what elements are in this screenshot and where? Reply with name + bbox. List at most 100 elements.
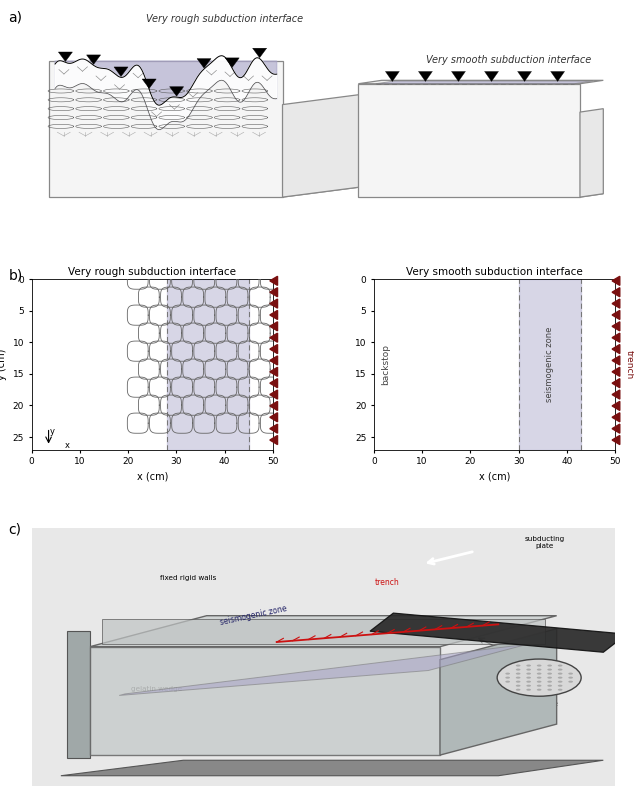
Circle shape bbox=[505, 676, 510, 679]
Polygon shape bbox=[612, 322, 620, 331]
Circle shape bbox=[526, 676, 531, 679]
Polygon shape bbox=[55, 56, 276, 129]
Text: Small scale
roughness: Small scale roughness bbox=[521, 701, 558, 715]
Polygon shape bbox=[376, 81, 593, 83]
Polygon shape bbox=[270, 368, 278, 376]
Text: y: y bbox=[50, 427, 55, 436]
Circle shape bbox=[547, 688, 552, 691]
Polygon shape bbox=[612, 379, 620, 387]
Text: c): c) bbox=[8, 522, 22, 537]
Polygon shape bbox=[612, 401, 620, 410]
Polygon shape bbox=[49, 61, 283, 197]
Text: trench: trench bbox=[375, 578, 400, 588]
Polygon shape bbox=[119, 644, 527, 696]
Polygon shape bbox=[67, 631, 90, 757]
Polygon shape bbox=[61, 760, 604, 776]
Circle shape bbox=[558, 688, 562, 691]
Polygon shape bbox=[440, 629, 557, 755]
Circle shape bbox=[497, 659, 581, 696]
Polygon shape bbox=[270, 299, 278, 308]
Circle shape bbox=[547, 669, 552, 671]
Polygon shape bbox=[101, 619, 545, 644]
Polygon shape bbox=[358, 194, 604, 197]
Text: seismogenic zone: seismogenic zone bbox=[219, 604, 288, 627]
Text: gelatin wedge: gelatin wedge bbox=[131, 685, 182, 692]
Text: b): b) bbox=[8, 269, 23, 283]
Text: fixed rigid walls: fixed rigid walls bbox=[160, 575, 216, 580]
Polygon shape bbox=[270, 276, 278, 285]
Polygon shape bbox=[283, 94, 364, 197]
Circle shape bbox=[568, 676, 573, 679]
Polygon shape bbox=[270, 390, 278, 399]
Polygon shape bbox=[55, 61, 276, 129]
Text: x: x bbox=[65, 441, 70, 450]
Polygon shape bbox=[612, 390, 620, 399]
Circle shape bbox=[537, 676, 541, 679]
Bar bbox=[167, 279, 249, 449]
Circle shape bbox=[526, 680, 531, 683]
Circle shape bbox=[516, 665, 521, 667]
Polygon shape bbox=[385, 71, 399, 82]
Circle shape bbox=[558, 676, 562, 679]
Polygon shape bbox=[612, 345, 620, 353]
Circle shape bbox=[516, 673, 521, 675]
Text: a): a) bbox=[8, 10, 22, 24]
Polygon shape bbox=[58, 52, 72, 61]
Text: Very rough subduction interface: Very rough subduction interface bbox=[146, 14, 303, 25]
Polygon shape bbox=[225, 58, 239, 67]
Polygon shape bbox=[87, 55, 101, 64]
Polygon shape bbox=[270, 401, 278, 410]
Polygon shape bbox=[612, 287, 620, 297]
Circle shape bbox=[516, 684, 521, 687]
Polygon shape bbox=[270, 322, 278, 331]
Polygon shape bbox=[270, 287, 278, 297]
Polygon shape bbox=[270, 379, 278, 387]
Polygon shape bbox=[612, 356, 620, 365]
Circle shape bbox=[558, 673, 562, 675]
Polygon shape bbox=[114, 67, 128, 76]
Title: Very smooth subduction interface: Very smooth subduction interface bbox=[406, 267, 583, 277]
Circle shape bbox=[526, 684, 531, 687]
Circle shape bbox=[526, 688, 531, 691]
X-axis label: x (cm): x (cm) bbox=[136, 472, 168, 482]
Polygon shape bbox=[270, 424, 278, 434]
Polygon shape bbox=[370, 613, 626, 652]
Polygon shape bbox=[612, 310, 620, 319]
Polygon shape bbox=[197, 59, 211, 68]
Text: trench: trench bbox=[625, 350, 634, 379]
Polygon shape bbox=[550, 71, 565, 82]
Polygon shape bbox=[270, 310, 278, 319]
Circle shape bbox=[547, 676, 552, 679]
Polygon shape bbox=[612, 368, 620, 376]
Text: subducting
plate: subducting plate bbox=[525, 536, 565, 549]
Polygon shape bbox=[517, 71, 531, 82]
Circle shape bbox=[526, 673, 531, 675]
Polygon shape bbox=[49, 187, 364, 197]
Polygon shape bbox=[612, 333, 620, 342]
Circle shape bbox=[568, 673, 573, 675]
Circle shape bbox=[526, 669, 531, 671]
Polygon shape bbox=[252, 48, 267, 58]
Polygon shape bbox=[612, 299, 620, 308]
Polygon shape bbox=[418, 71, 432, 82]
Circle shape bbox=[558, 669, 562, 671]
Bar bbox=[519, 279, 581, 449]
Circle shape bbox=[558, 680, 562, 683]
Text: Very smooth subduction interface: Very smooth subduction interface bbox=[427, 56, 592, 65]
Circle shape bbox=[547, 673, 552, 675]
Circle shape bbox=[537, 684, 541, 687]
Circle shape bbox=[505, 680, 510, 683]
Circle shape bbox=[505, 673, 510, 675]
Circle shape bbox=[516, 680, 521, 683]
Circle shape bbox=[547, 680, 552, 683]
Polygon shape bbox=[358, 80, 604, 83]
Circle shape bbox=[537, 669, 541, 671]
Polygon shape bbox=[358, 83, 580, 197]
Polygon shape bbox=[90, 646, 440, 755]
Polygon shape bbox=[270, 345, 278, 353]
Polygon shape bbox=[612, 276, 620, 285]
Circle shape bbox=[568, 680, 573, 683]
Polygon shape bbox=[142, 79, 156, 88]
Polygon shape bbox=[451, 71, 465, 82]
Circle shape bbox=[537, 673, 541, 675]
